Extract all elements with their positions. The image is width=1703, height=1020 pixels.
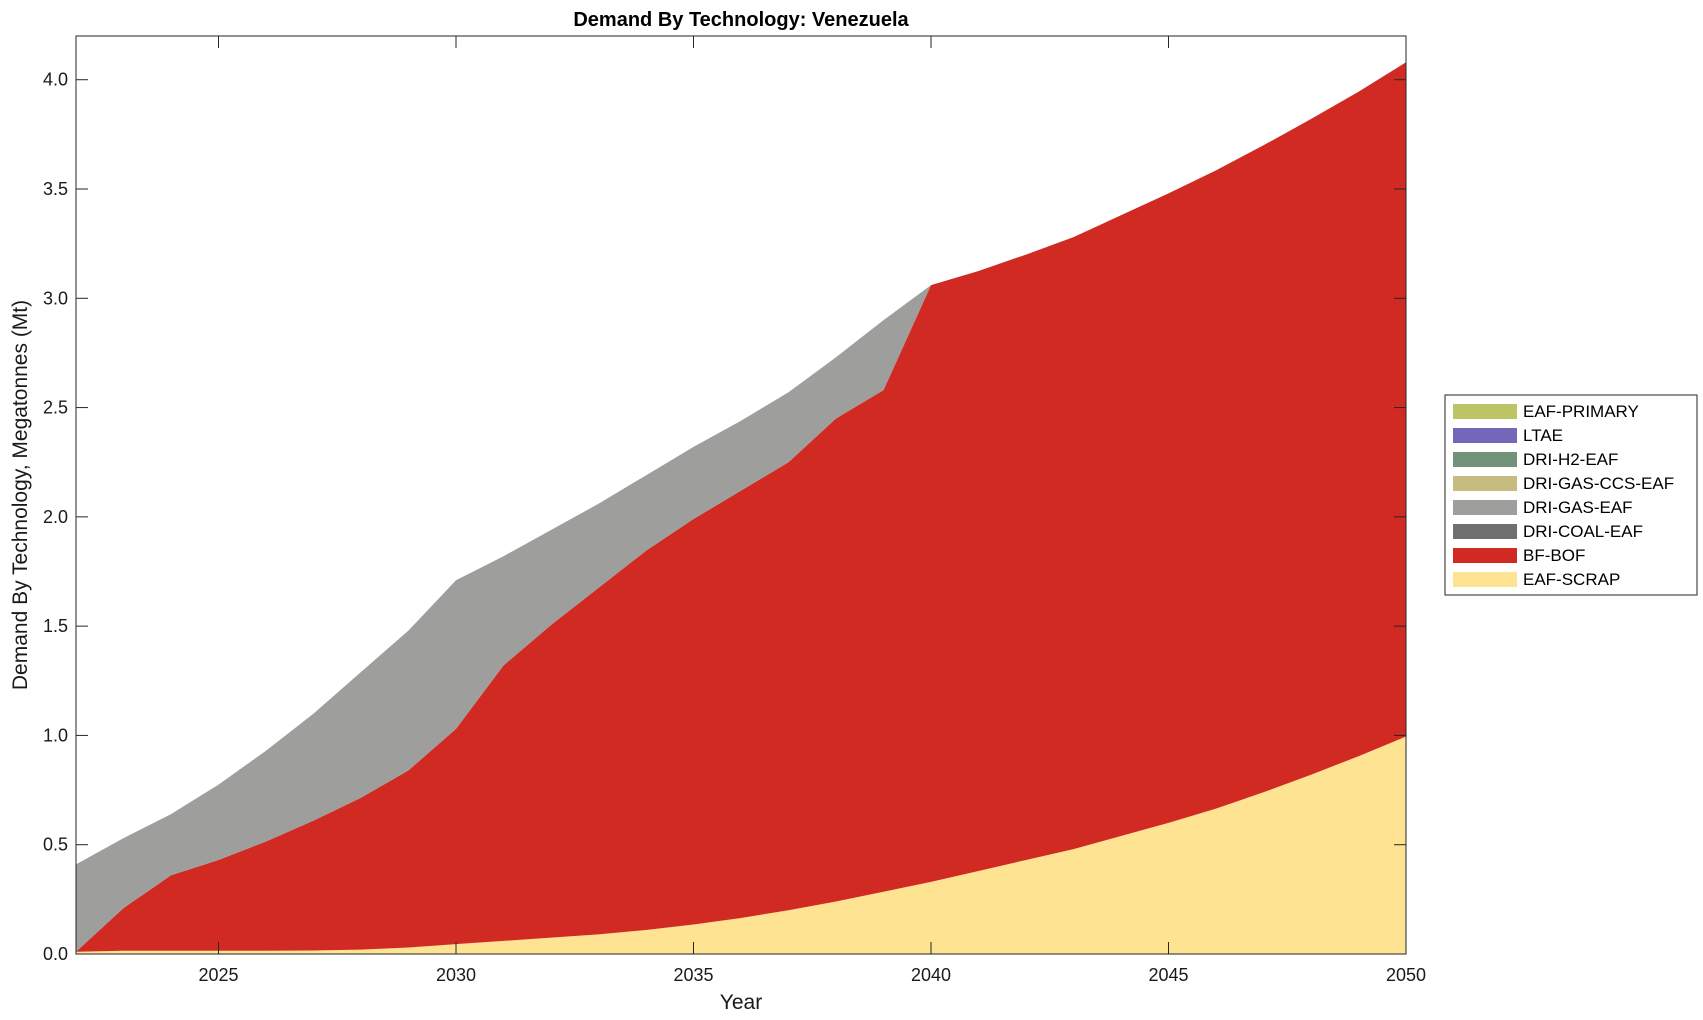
y-tick-label: 4.0 <box>43 70 68 90</box>
legend-swatch-bf-bof <box>1453 548 1517 563</box>
y-tick-label: 1.0 <box>43 725 68 745</box>
y-axis-label: Demand By Technology, Megatonnes (Mt) <box>9 300 32 690</box>
x-axis-ticks: 2025 2030 2035 2040 2045 2050 <box>198 36 1426 985</box>
legend-label-dri-h2-eaf: DRI-H2-EAF <box>1523 450 1618 469</box>
stacked-areas <box>76 62 1406 954</box>
plot-frame <box>75 35 1407 955</box>
legend-swatch-dri-coal-eaf <box>1453 524 1517 539</box>
legend-label-ltae: LTAE <box>1523 426 1563 445</box>
y-tick-label: 3.5 <box>43 179 68 199</box>
y-tick-label: 2.0 <box>43 507 68 527</box>
chart-title: Demand By Technology: Venezuela <box>573 9 909 31</box>
area-dri-gas-eaf <box>76 62 1406 952</box>
y-tick-label: 3.0 <box>43 288 68 308</box>
x-tick-label: 2040 <box>911 965 951 985</box>
legend-label-dri-gas-ccs-eaf: DRI-GAS-CCS-EAF <box>1523 474 1674 493</box>
x-tick-label: 2045 <box>1148 965 1188 985</box>
x-tick-label: 2025 <box>198 965 238 985</box>
legend-swatch-eaf-primary <box>1453 404 1517 419</box>
y-tick-label: 1.5 <box>43 616 68 636</box>
x-axis-label: Year <box>720 991 762 1014</box>
area-bf-bof <box>76 62 1406 952</box>
legend-swatch-dri-h2-eaf <box>1453 452 1517 467</box>
y-tick-label: 0.5 <box>43 835 68 855</box>
x-tick-label: 2050 <box>1386 965 1426 985</box>
legend-label-eaf-primary: EAF-PRIMARY <box>1523 402 1639 421</box>
y-axis-ticks: 0.0 0.5 1.0 1.5 2.0 2.5 3.0 3.5 4.0 <box>43 70 1406 964</box>
legend-swatch-eaf-scrap <box>1453 572 1517 587</box>
legend: EAF-PRIMARY LTAE DRI-H2-EAF DRI-GAS-CCS-EAF… <box>1444 394 1698 596</box>
x-tick-label: 2030 <box>436 965 476 985</box>
legend-box <box>1444 394 1698 596</box>
legend-swatch-dri-gas-ccs-eaf <box>1453 476 1517 491</box>
legend-label-eaf-scrap: EAF-SCRAP <box>1523 570 1620 589</box>
x-tick-label: 2035 <box>673 965 713 985</box>
y-tick-label: 2.5 <box>43 398 68 418</box>
legend-swatch-ltae <box>1453 428 1517 443</box>
area-eaf-scrap <box>76 736 1406 954</box>
legend-label-bf-bof: BF-BOF <box>1523 546 1585 565</box>
y-tick-label: 0.0 <box>43 944 68 964</box>
legend-swatch-dri-gas-eaf <box>1453 500 1517 515</box>
legend-label-dri-coal-eaf: DRI-COAL-EAF <box>1523 522 1643 541</box>
legend-label-dri-gas-eaf: DRI-GAS-EAF <box>1523 498 1633 517</box>
